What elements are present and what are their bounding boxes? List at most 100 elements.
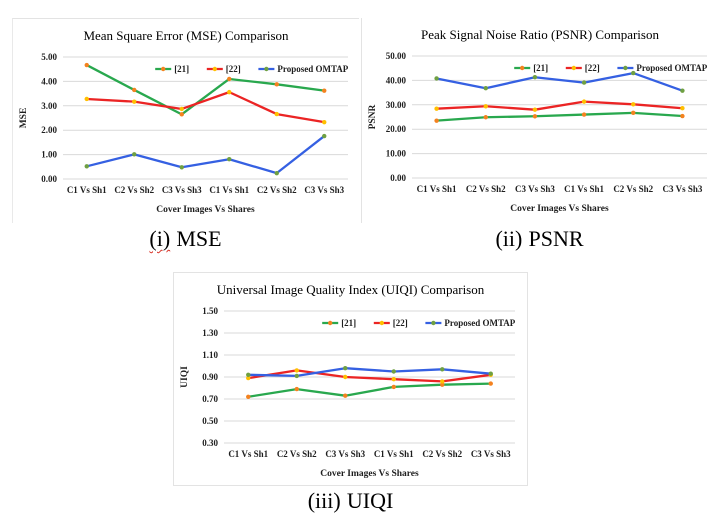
- y-tick-label: 0.70: [202, 394, 218, 404]
- y-tick-label: 0.00: [390, 173, 406, 183]
- series-proposed-omtap-marker: [343, 366, 348, 371]
- series-21-marker: [440, 382, 445, 387]
- gridlines: [412, 55, 707, 179]
- caption-mse-numeral: (i): [149, 226, 171, 251]
- series-proposed-omtap-marker: [246, 372, 251, 377]
- series-proposed-omtap-marker: [227, 157, 232, 162]
- series-21-marker: [246, 394, 251, 399]
- legend: [21] [22] Proposed OMTAP: [514, 63, 708, 73]
- series-21-marker: [434, 118, 439, 123]
- x-category-label: C1 Vs Sh1: [209, 185, 249, 195]
- series-22-marker: [84, 96, 89, 102]
- caption-uiqi: (iii) UIQI: [173, 488, 528, 514]
- uiqi-chart-panel: Universal Image Quality Index (UIQI) Com…: [173, 272, 528, 486]
- series-22-marker: [434, 106, 439, 111]
- series-22-marker: [246, 375, 251, 381]
- x-category-label: C3 Vs Sh3: [471, 449, 511, 459]
- caption-psnr-numeral: (ii): [495, 226, 523, 251]
- category-labels: C1 Vs Sh1 C2 Vs Sh2 C3 Vs Sh3 C1 Vs Sh1 C2 V…: [67, 185, 345, 195]
- series-proposed-omtap-marker: [483, 86, 488, 91]
- x-category-label: C3 Vs Sh3: [662, 184, 702, 194]
- y-tick-labels: 1.50 1.30 1.10 0.90 0.70 0.50 0.30: [202, 306, 218, 448]
- series-proposed-omtap-marker: [488, 371, 493, 376]
- series-21-marker: [631, 110, 636, 116]
- series-21-marker: [274, 82, 279, 87]
- legend-label: [21]: [174, 64, 189, 74]
- x-axis-label: Cover Images Vs Shares: [510, 204, 609, 214]
- legend-swatch-marker: [520, 65, 525, 71]
- series-21-marker: [532, 114, 538, 119]
- series-21-marker: [343, 393, 348, 398]
- x-category-label: C2 Vs Sh2: [257, 185, 297, 195]
- y-axis-label: UIQI: [180, 366, 190, 388]
- series-proposed-omtap-marker: [440, 367, 445, 372]
- y-tick-label: 3.00: [41, 101, 57, 111]
- series-22: [84, 89, 327, 125]
- x-category-label: C1 Vs Sh1: [67, 185, 107, 195]
- y-tick-label: 4.00: [41, 76, 57, 86]
- series-proposed-omtap-line: [247, 367, 492, 378]
- legend-label: Proposed OMTAP: [277, 64, 348, 74]
- series-21-marker: [227, 76, 232, 82]
- legend-swatch-marker: [212, 66, 217, 72]
- series-proposed-omtap-marker: [434, 76, 439, 81]
- series-22: [434, 99, 685, 112]
- y-tick-label: 30.00: [386, 100, 407, 110]
- x-category-label: C3 Vs Sh3: [515, 184, 555, 194]
- series-proposed-omtap-marker: [179, 165, 184, 170]
- series-22-marker: [132, 99, 137, 104]
- series-21-line: [247, 382, 492, 398]
- series-proposed-omtap-marker: [322, 133, 327, 139]
- series-22-line: [85, 90, 326, 124]
- category-labels: C1 Vs Sh1 C2 Vs Sh2 C3 Vs Sh3 C1 Vs Sh1 C2 V…: [417, 184, 703, 194]
- series-proposed-omtap-line: [435, 71, 684, 92]
- series-proposed-omtap: [434, 70, 685, 93]
- legend-label: [22]: [226, 64, 241, 74]
- caption-uiqi-label: UIQI: [346, 488, 394, 513]
- gridlines: [63, 56, 348, 180]
- legend-label: [22]: [393, 318, 408, 328]
- series-21-marker: [294, 386, 299, 392]
- caption-uiqi-numeral: (iii): [307, 488, 341, 513]
- series-proposed-omtap-line: [85, 134, 326, 175]
- series-21-marker: [132, 87, 137, 93]
- series-21-line: [435, 111, 684, 122]
- y-tick-label: 40.00: [386, 75, 407, 85]
- psnr-chart-title: Peak Signal Noise Ratio (PSNR) Compariso…: [421, 27, 659, 42]
- caption-psnr-label: PSNR: [528, 226, 584, 251]
- series-proposed-omtap-marker: [581, 80, 587, 85]
- mse-chart-panel: Mean Square Error (MSE) Comparison 5.00 4…: [12, 18, 359, 223]
- y-tick-label: 1.30: [202, 328, 218, 338]
- series-21-marker: [581, 112, 587, 117]
- caption-mse: (i) MSE: [12, 226, 359, 252]
- legend-swatch-marker: [431, 320, 436, 326]
- series-21: [84, 62, 327, 117]
- legend-label: [22]: [585, 63, 600, 73]
- x-category-label: C1 Vs Sh1: [228, 449, 268, 459]
- uiqi-chart-canvas: 1.50 1.30 1.10 0.90 0.70 0.50 0.30 C1 Vs Sh1 C2 …: [180, 306, 516, 479]
- y-tick-label: 20.00: [386, 124, 407, 134]
- series-proposed-omtap-marker: [132, 152, 137, 157]
- legend-swatch-marker: [571, 65, 576, 71]
- x-axis-label: Cover Images Vs Shares: [320, 469, 419, 479]
- y-tick-label: 1.50: [202, 306, 218, 316]
- y-tick-label: 1.10: [202, 350, 218, 360]
- series-22-line: [247, 369, 492, 383]
- series-22-marker: [631, 102, 636, 107]
- x-category-label: C3 Vs Sh3: [162, 185, 202, 195]
- series-21-line: [85, 63, 326, 116]
- psnr-chart-canvas: 50.00 40.00 30.00 20.00 10.00 0.00 C1 Vs Sh1 C2…: [368, 51, 708, 214]
- y-tick-label: 0.90: [202, 372, 218, 382]
- series-21-marker: [322, 88, 327, 93]
- legend-swatch-marker: [379, 320, 384, 326]
- series-21-marker: [179, 112, 184, 117]
- legend-label: [21]: [341, 318, 356, 328]
- series-proposed-omtap-marker: [294, 373, 299, 379]
- y-tick-label: 0.30: [202, 438, 218, 448]
- series-proposed-omtap-marker: [84, 164, 89, 169]
- series-22-marker: [274, 111, 279, 117]
- x-category-label: C2 Vs Sh2: [466, 184, 506, 194]
- legend-swatch-marker: [161, 66, 166, 72]
- y-axis-label: MSE: [19, 108, 29, 129]
